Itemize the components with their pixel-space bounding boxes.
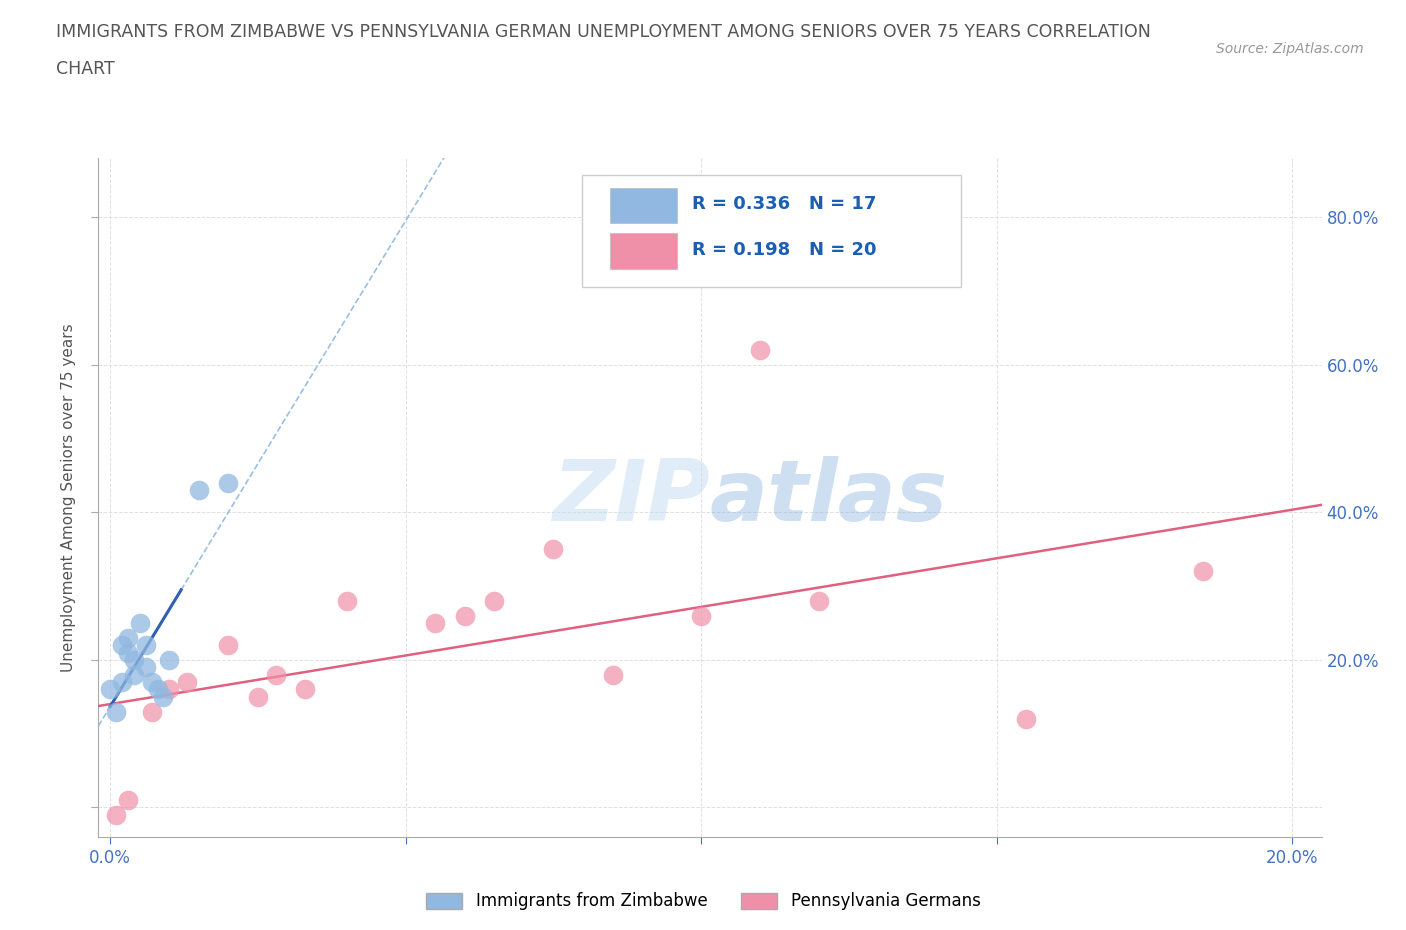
- Text: R = 0.198   N = 20: R = 0.198 N = 20: [692, 241, 876, 259]
- Text: ZIP: ZIP: [553, 456, 710, 539]
- Legend: Immigrants from Zimbabwe, Pennsylvania Germans: Immigrants from Zimbabwe, Pennsylvania G…: [419, 885, 987, 917]
- Point: [135, 638, 157, 653]
- Point: [425, 616, 447, 631]
- Point: [128, 616, 150, 631]
- Point: [157, 653, 180, 668]
- Text: IMMIGRANTS FROM ZIMBABWE VS PENNSYLVANIA GERMAN UNEMPLOYMENT AMONG SENIORS OVER : IMMIGRANTS FROM ZIMBABWE VS PENNSYLVANIA…: [56, 23, 1152, 41]
- Point: [111, 638, 134, 653]
- Text: Source: ZipAtlas.com: Source: ZipAtlas.com: [1216, 42, 1364, 56]
- Point: [1015, 711, 1038, 726]
- Point: [543, 542, 565, 557]
- Point: [105, 807, 128, 822]
- Text: atlas: atlas: [710, 456, 948, 539]
- Point: [217, 475, 239, 490]
- Point: [117, 631, 139, 645]
- Text: CHART: CHART: [56, 60, 115, 78]
- Point: [484, 593, 506, 608]
- Point: [141, 674, 163, 689]
- Point: [176, 674, 198, 689]
- Point: [122, 653, 145, 668]
- Point: [294, 682, 316, 697]
- Point: [217, 638, 239, 653]
- Point: [157, 682, 180, 697]
- Point: [135, 660, 157, 675]
- Point: [246, 689, 269, 704]
- Point: [602, 667, 624, 682]
- Point: [454, 608, 477, 623]
- Point: [152, 689, 174, 704]
- Y-axis label: Unemployment Among Seniors over 75 years: Unemployment Among Seniors over 75 years: [60, 324, 76, 671]
- Point: [336, 593, 359, 608]
- Point: [117, 645, 139, 660]
- Point: [749, 342, 772, 357]
- Bar: [610, 188, 678, 223]
- Point: [187, 483, 209, 498]
- Point: [690, 608, 713, 623]
- Bar: [610, 233, 678, 269]
- Point: [98, 682, 121, 697]
- Point: [105, 704, 128, 719]
- Point: [111, 674, 134, 689]
- FancyBboxPatch shape: [582, 175, 960, 287]
- Point: [141, 704, 163, 719]
- Point: [122, 667, 145, 682]
- Text: R = 0.336   N = 17: R = 0.336 N = 17: [692, 195, 876, 213]
- Point: [808, 593, 831, 608]
- Point: [264, 667, 287, 682]
- Point: [146, 682, 169, 697]
- Point: [117, 792, 139, 807]
- Point: [1192, 564, 1215, 578]
